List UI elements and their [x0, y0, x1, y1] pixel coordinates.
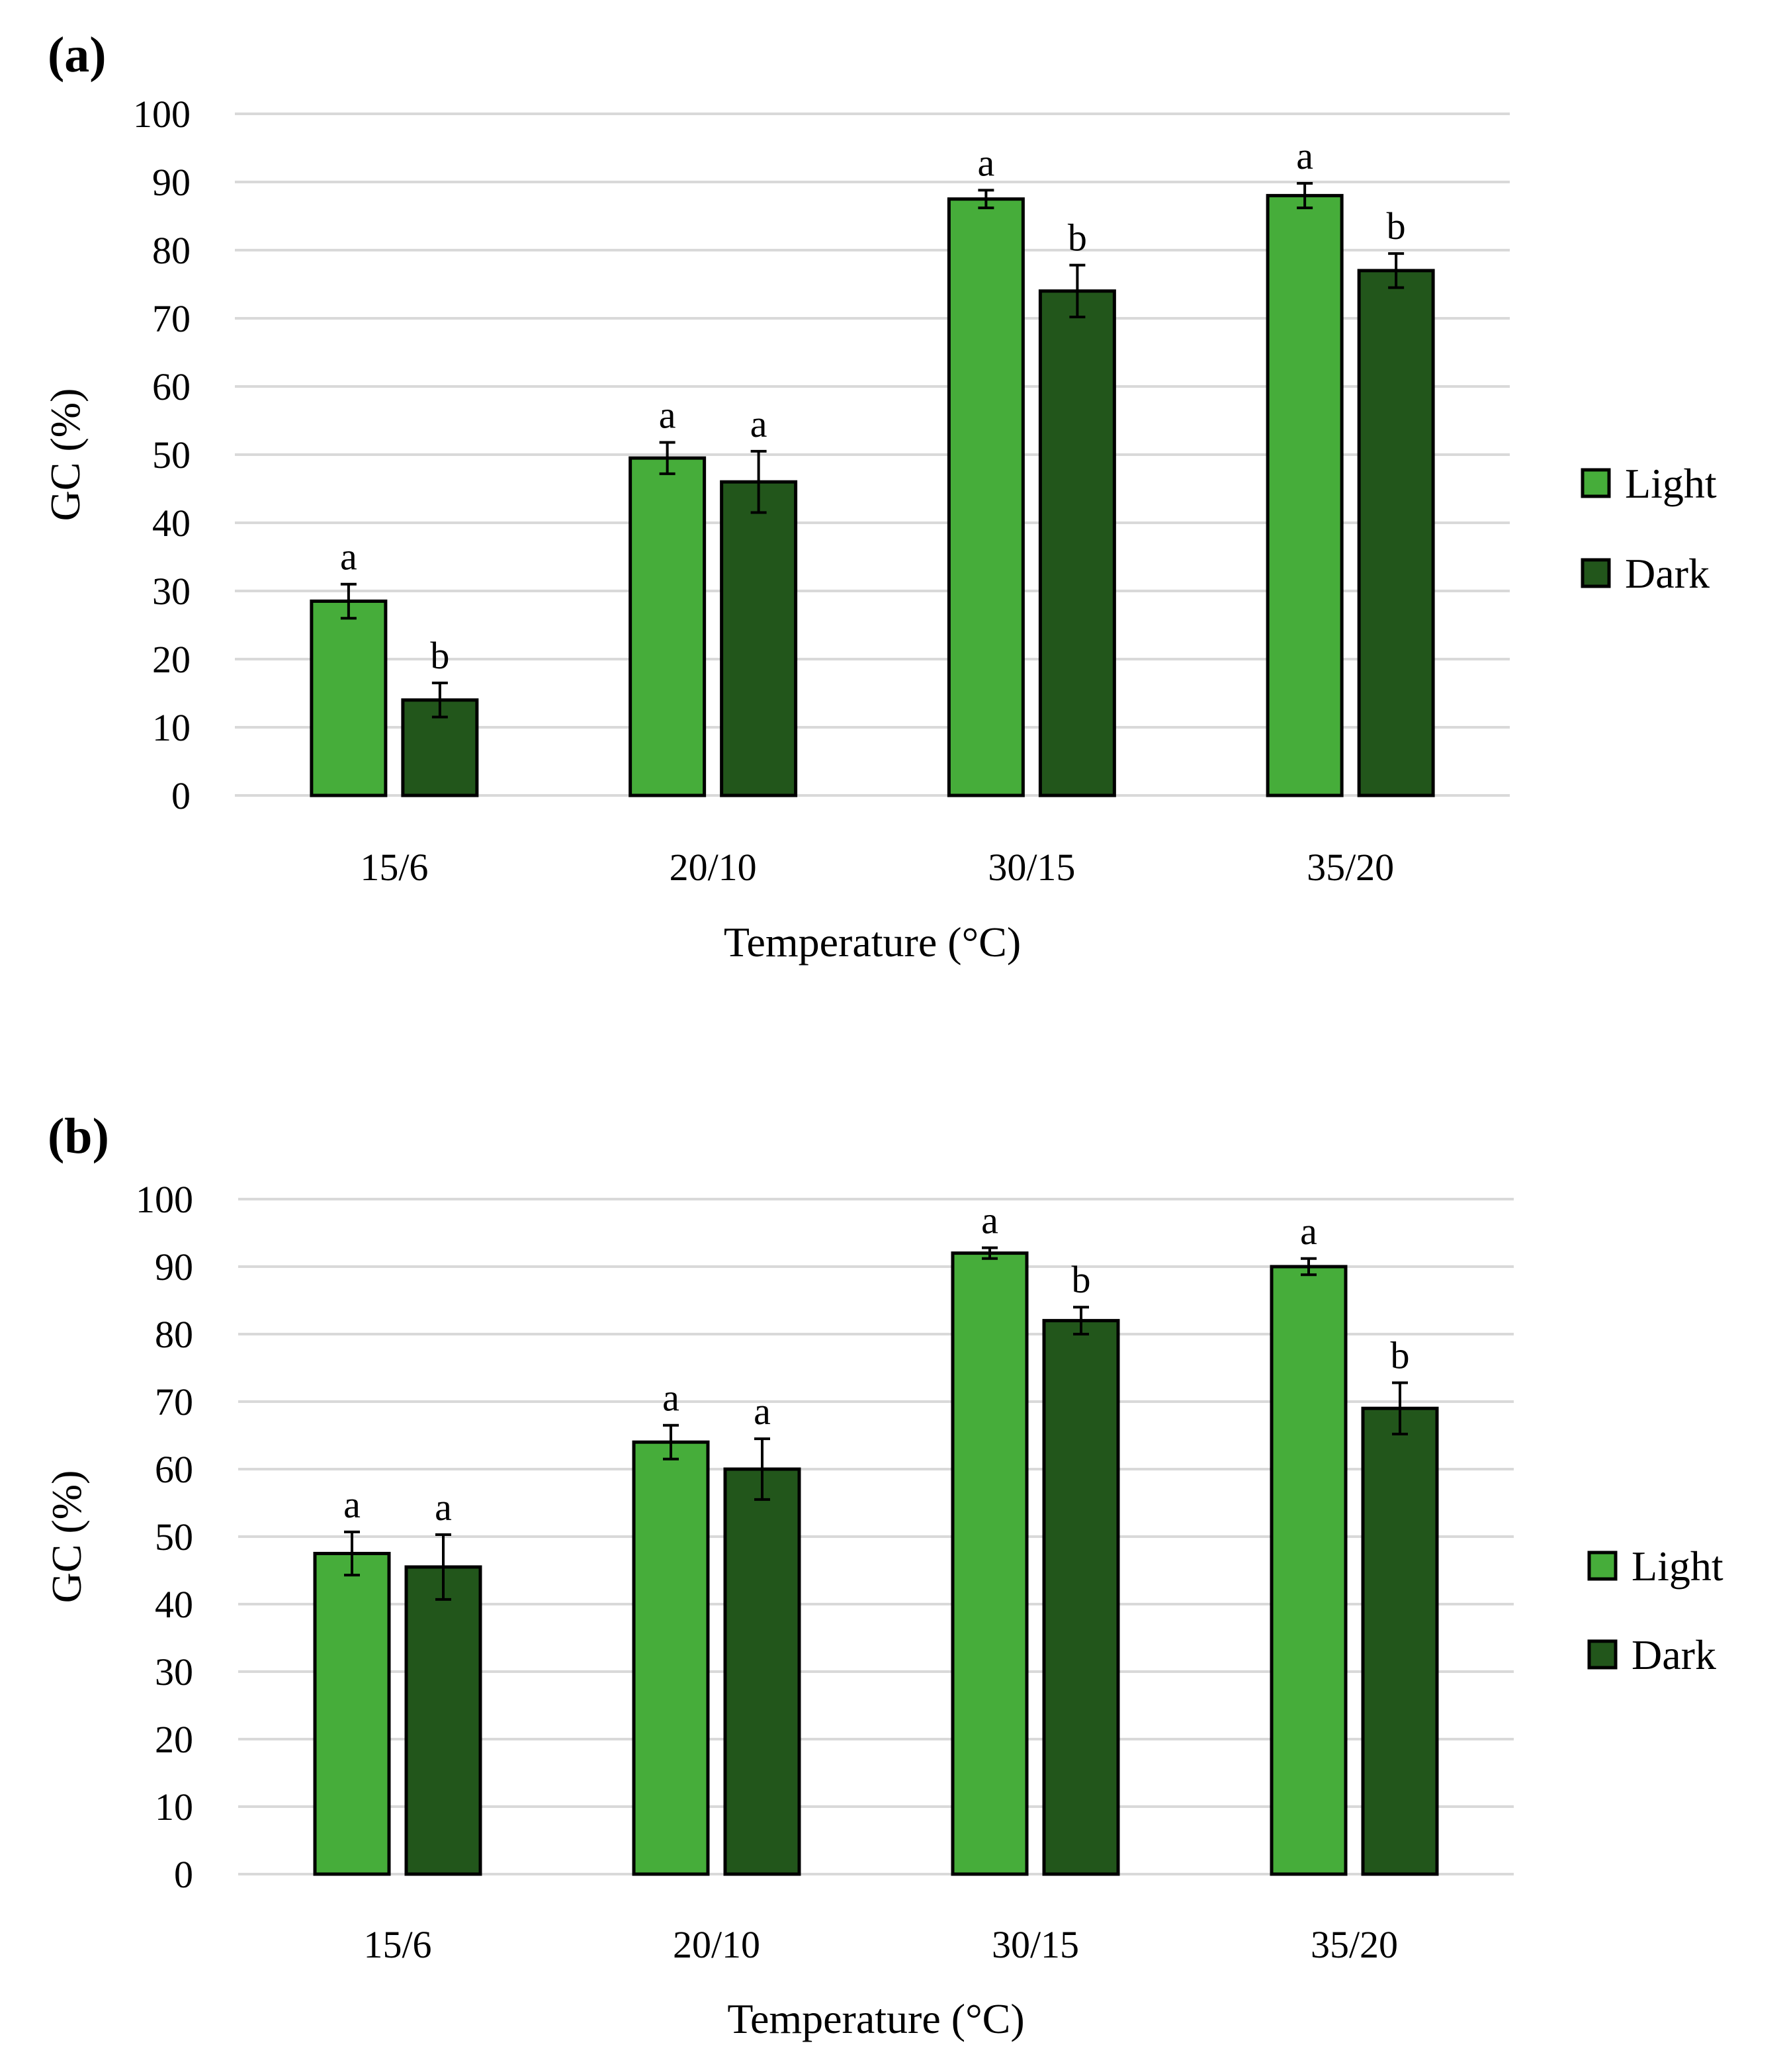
- bar-dark: [1361, 1406, 1439, 1876]
- legend-swatch-dark: [1587, 1639, 1618, 1670]
- significance-letter: a: [435, 1486, 452, 1529]
- significance-letter: a: [340, 535, 357, 578]
- x-tick-label: 15/6: [363, 1923, 431, 1966]
- bar-dark: [1357, 269, 1435, 797]
- y-tick-label: 90: [152, 161, 191, 204]
- bar-dark: [720, 480, 798, 797]
- y-tick-label: 60: [152, 365, 191, 408]
- x-tick-label: 30/15: [992, 1923, 1079, 1966]
- legend: Light Dark: [1587, 1543, 1723, 1678]
- y-axis-title: GC (%): [43, 1470, 90, 1603]
- x-tick-label: 35/20: [1311, 1923, 1398, 1966]
- x-tick-label: 20/10: [673, 1923, 760, 1966]
- y-tick-label: 0: [174, 1853, 193, 1896]
- x-axis-title: Temperature (°C): [727, 1995, 1024, 2042]
- y-tick-label: 0: [171, 774, 191, 817]
- y-tick-label: 70: [152, 297, 191, 340]
- bar-light: [951, 1251, 1029, 1876]
- bar-light: [947, 197, 1025, 797]
- bar-light: [1266, 194, 1344, 797]
- y-tick-label: 30: [152, 570, 191, 613]
- y-tick-label: 10: [155, 1785, 193, 1828]
- legend-label-dark: Dark: [1625, 550, 1710, 597]
- bar-light: [632, 1440, 710, 1876]
- bar-light: [310, 599, 388, 797]
- x-tick-label: 30/15: [988, 846, 1075, 889]
- bar-dark: [1042, 1319, 1120, 1876]
- chart-panel-b: (b) 0 10 20 30 40 50 60 70 80 90 100 a a 15/6 a a 20/10 a b…: [43, 1108, 1723, 2042]
- legend-label-light: Light: [1625, 460, 1717, 507]
- x-tick-label: 15/6: [360, 846, 428, 889]
- significance-letter: b: [1072, 1258, 1091, 1301]
- y-tick-label: 40: [155, 1583, 193, 1626]
- y-tick-label: 50: [155, 1515, 193, 1558]
- y-tick-label: 80: [152, 229, 191, 272]
- y-tick-label: 100: [136, 1178, 193, 1221]
- significance-letter: b: [1391, 1333, 1410, 1376]
- y-axis-title: GC (%): [42, 388, 89, 521]
- bar-dark: [401, 698, 479, 797]
- legend-swatch-light: [1587, 1551, 1618, 1581]
- panel-label: (a): [48, 27, 107, 83]
- y-tick-label: 80: [155, 1313, 193, 1356]
- legend-label-dark: Dark: [1632, 1631, 1716, 1678]
- x-tick-label: 35/20: [1307, 846, 1394, 889]
- significance-letter: a: [978, 141, 995, 184]
- x-tick-label: 20/10: [670, 846, 757, 889]
- bar-light: [629, 456, 707, 797]
- legend-swatch-light: [1581, 468, 1611, 498]
- bar-light: [1270, 1265, 1348, 1876]
- y-tick-label: 40: [152, 502, 191, 545]
- significance-letter: b: [430, 634, 449, 677]
- x-axis-title: Temperature (°C): [724, 919, 1021, 966]
- significance-letter: b: [1068, 216, 1087, 259]
- bar-light: [313, 1552, 391, 1876]
- bar-dark: [1038, 289, 1116, 797]
- significance-letter: a: [981, 1198, 998, 1241]
- y-tick-label: 70: [155, 1380, 193, 1423]
- y-tick-label: 20: [152, 638, 191, 681]
- significance-letter: a: [662, 1376, 679, 1419]
- y-tick-label: 50: [152, 433, 191, 476]
- chart-panel-a: (a) 0 10 20 30 40 50 60 70 80 90 100 a b 15/6 a a 20/10 a b…: [42, 27, 1717, 966]
- y-tick-label: 10: [152, 706, 191, 749]
- y-tick-label: 90: [155, 1245, 193, 1288]
- bar-dark: [723, 1467, 801, 1876]
- significance-letter: a: [754, 1390, 771, 1433]
- significance-letter: a: [1296, 134, 1313, 177]
- y-tick-label: 60: [155, 1448, 193, 1491]
- significance-letter: a: [659, 393, 676, 436]
- legend-swatch-dark: [1581, 558, 1611, 588]
- legend: Light Dark: [1581, 460, 1717, 597]
- y-tick-label: 100: [133, 93, 191, 136]
- y-tick-label: 30: [155, 1650, 193, 1693]
- significance-letter: a: [1300, 1210, 1317, 1253]
- panel-label: (b): [48, 1108, 109, 1164]
- legend-label-light: Light: [1632, 1543, 1723, 1590]
- bar-dark: [404, 1565, 482, 1876]
- y-tick-label: 20: [155, 1718, 193, 1761]
- significance-letter: a: [343, 1483, 361, 1526]
- significance-letter: b: [1387, 204, 1406, 248]
- significance-letter: a: [750, 402, 767, 445]
